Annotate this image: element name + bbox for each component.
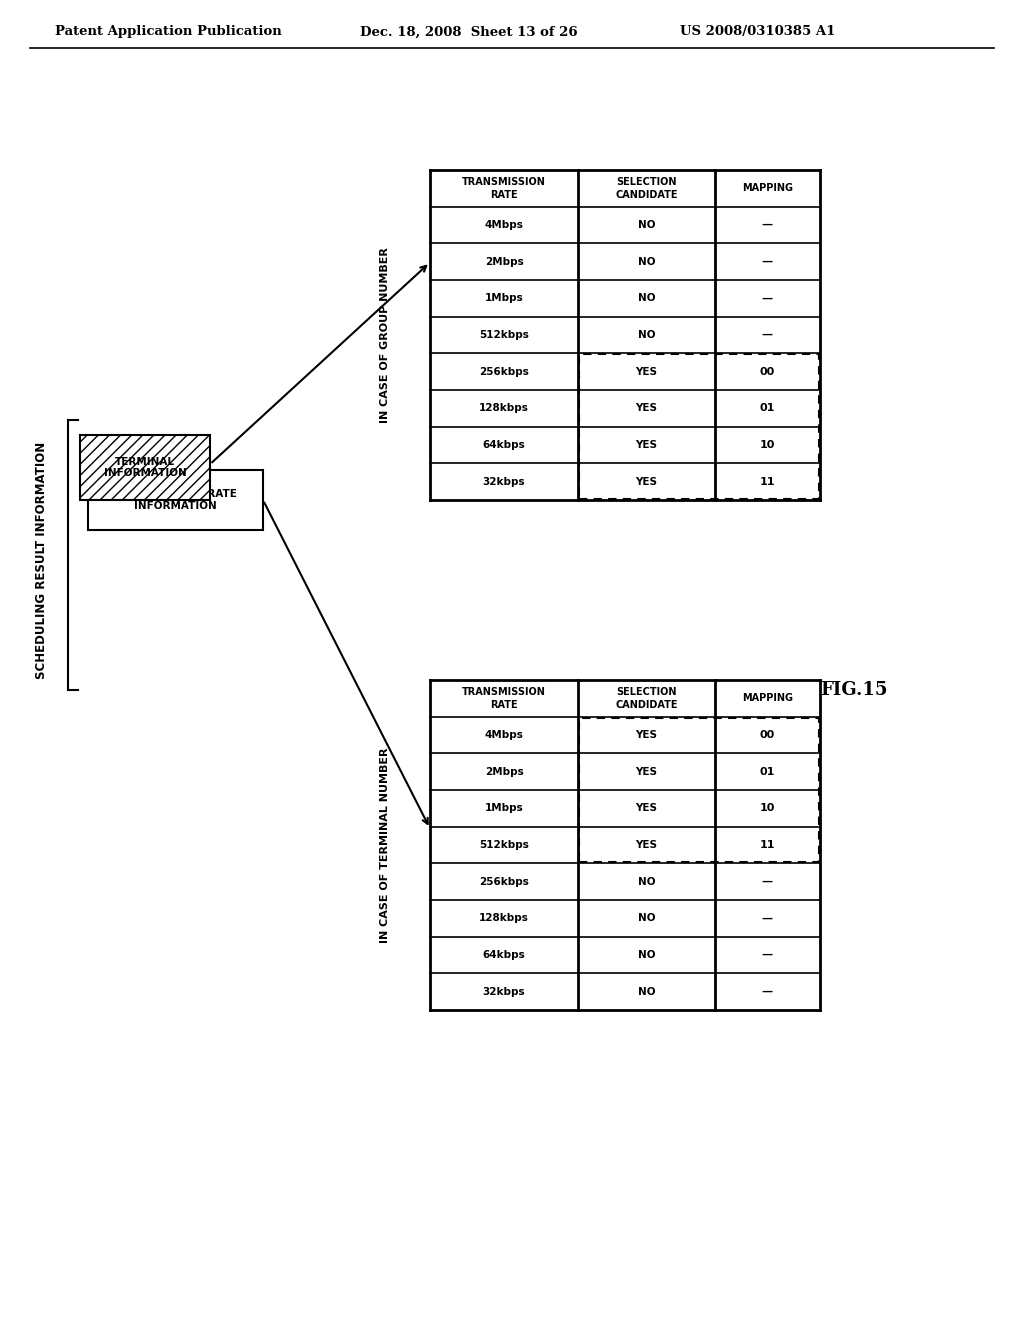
Text: 1Mbps: 1Mbps (484, 293, 523, 304)
Text: NO: NO (638, 913, 655, 923)
Text: —: — (762, 293, 773, 304)
Text: —: — (762, 220, 773, 230)
Text: 512kbps: 512kbps (479, 840, 529, 850)
Text: NO: NO (638, 876, 655, 887)
Text: 4Mbps: 4Mbps (484, 220, 523, 230)
Text: NO: NO (638, 256, 655, 267)
Text: 10: 10 (760, 440, 775, 450)
Text: 00: 00 (760, 730, 775, 741)
Text: YES: YES (636, 404, 657, 413)
Text: SELECTION
CANDIDATE: SELECTION CANDIDATE (615, 688, 678, 710)
Bar (430, 170, 820, 500)
Text: 32kbps: 32kbps (482, 477, 525, 487)
Text: NO: NO (638, 330, 655, 341)
Text: 01: 01 (760, 404, 775, 413)
Text: YES: YES (636, 440, 657, 450)
Text: 11: 11 (760, 477, 775, 487)
Text: Patent Application Publication: Patent Application Publication (55, 25, 282, 38)
Text: 32kbps: 32kbps (482, 986, 525, 997)
Text: 11: 11 (760, 840, 775, 850)
Text: YES: YES (636, 767, 657, 776)
Bar (88, 470, 263, 531)
Text: 01: 01 (760, 767, 775, 776)
Text: SCHEDULING RESULT INFORMATION: SCHEDULING RESULT INFORMATION (36, 441, 48, 678)
Text: —: — (762, 876, 773, 887)
Text: 512kbps: 512kbps (479, 330, 529, 341)
Bar (80, 436, 210, 500)
Text: TRANSMISSION
RATE: TRANSMISSION RATE (462, 177, 546, 199)
Text: MAPPING: MAPPING (741, 693, 793, 704)
Text: —: — (762, 950, 773, 960)
Text: TRANSMISSION RATE
INFORMATION: TRANSMISSION RATE INFORMATION (114, 490, 237, 511)
Text: US 2008/0310385 A1: US 2008/0310385 A1 (680, 25, 836, 38)
Text: —: — (762, 330, 773, 341)
Text: TERMINAL
INFORMATION: TERMINAL INFORMATION (103, 457, 186, 478)
Text: NO: NO (638, 293, 655, 304)
Text: NO: NO (638, 950, 655, 960)
Text: IN CASE OF GROUP NUMBER: IN CASE OF GROUP NUMBER (380, 247, 390, 422)
Text: YES: YES (636, 804, 657, 813)
Text: 2Mbps: 2Mbps (484, 256, 523, 267)
Text: 256kbps: 256kbps (479, 876, 529, 887)
Text: Dec. 18, 2008  Sheet 13 of 26: Dec. 18, 2008 Sheet 13 of 26 (360, 25, 578, 38)
Bar (580, 354, 819, 499)
Text: 256kbps: 256kbps (479, 367, 529, 376)
Text: YES: YES (636, 840, 657, 850)
Text: —: — (762, 913, 773, 923)
Text: —: — (762, 986, 773, 997)
Text: 64kbps: 64kbps (482, 950, 525, 960)
Text: YES: YES (636, 367, 657, 376)
Text: NO: NO (638, 986, 655, 997)
Text: IN CASE OF TERMINAL NUMBER: IN CASE OF TERMINAL NUMBER (380, 747, 390, 942)
Text: 2Mbps: 2Mbps (484, 767, 523, 776)
Text: YES: YES (636, 730, 657, 741)
Text: 1Mbps: 1Mbps (484, 804, 523, 813)
Text: NO: NO (638, 220, 655, 230)
Text: —: — (762, 256, 773, 267)
Text: YES: YES (636, 477, 657, 487)
Bar (430, 680, 820, 1010)
Text: MAPPING: MAPPING (741, 183, 793, 193)
Text: 64kbps: 64kbps (482, 440, 525, 450)
Bar (80, 436, 210, 500)
Text: 00: 00 (760, 367, 775, 376)
Text: 128kbps: 128kbps (479, 913, 529, 923)
Text: SELECTION
CANDIDATE: SELECTION CANDIDATE (615, 177, 678, 199)
Text: 10: 10 (760, 804, 775, 813)
Text: 128kbps: 128kbps (479, 404, 529, 413)
Text: TRANSMISSION
RATE: TRANSMISSION RATE (462, 688, 546, 710)
Text: FIG.15: FIG.15 (820, 681, 888, 700)
Text: 4Mbps: 4Mbps (484, 730, 523, 741)
Bar (580, 718, 819, 862)
